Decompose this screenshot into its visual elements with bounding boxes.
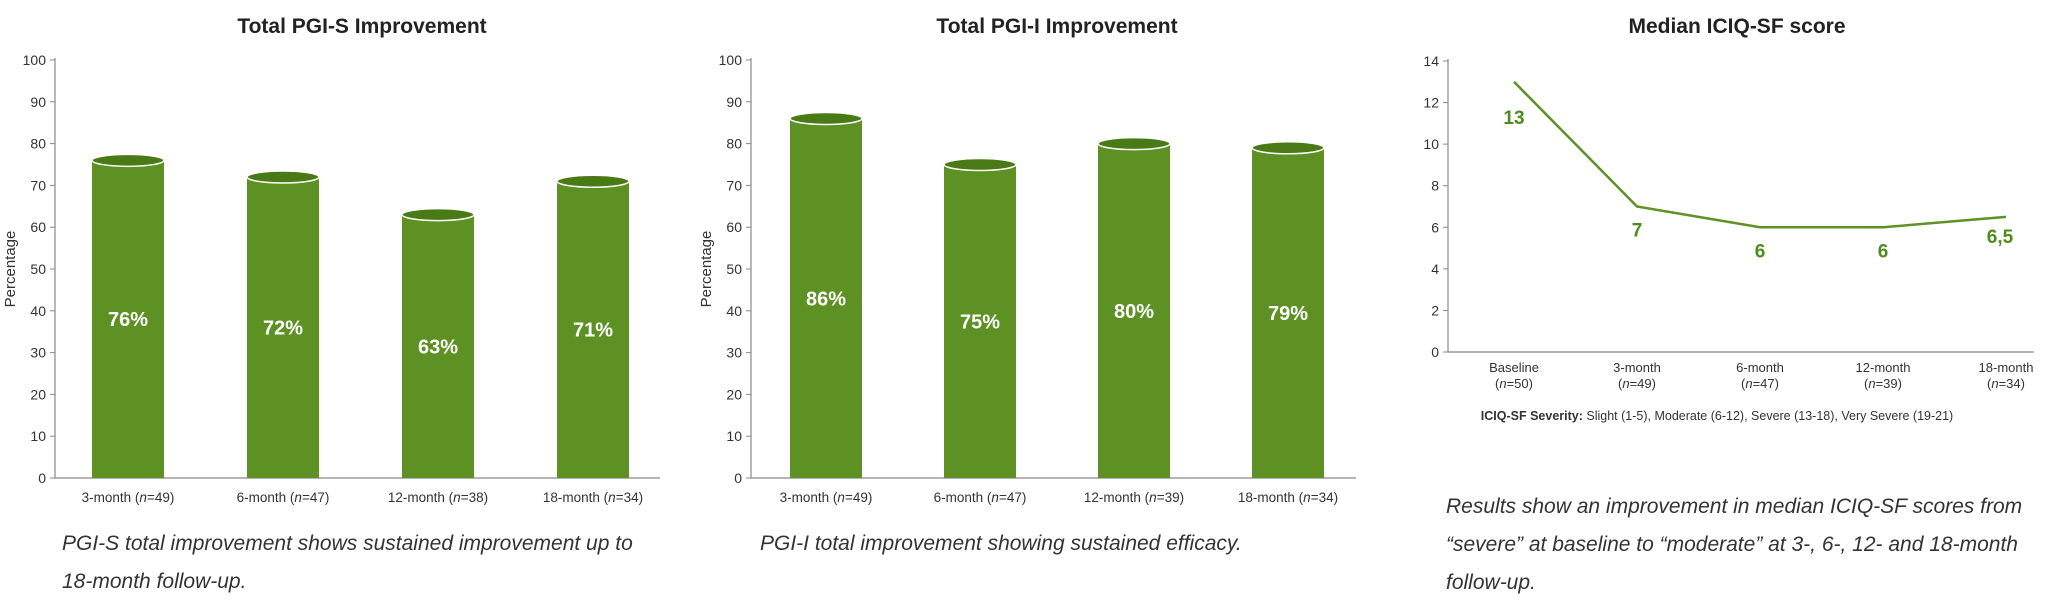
pgi-s-caption-line: 18-month follow-up. <box>62 570 247 593</box>
x-tick-label: 6-month (n=47) <box>934 490 1027 505</box>
y-tick-label: 10 <box>30 428 46 444</box>
x-tick-label: 18-month (n=34) <box>1238 490 1338 505</box>
bar-top <box>943 157 1017 172</box>
bar-top <box>1097 136 1171 151</box>
severity-legend: ICIQ-SF Severity: Slight (1-5), Moderate… <box>1481 409 1953 423</box>
y-tick-label: 2 <box>1431 302 1439 318</box>
x-tick-label: 3-month <box>1613 360 1661 375</box>
y-tick-label: 40 <box>726 303 742 319</box>
bar <box>92 160 164 478</box>
y-tick-label: 90 <box>30 94 46 110</box>
y-tick-label: 80 <box>726 136 742 152</box>
x-tick-n-label: (n=34) <box>1987 376 2025 391</box>
y-tick-label: 30 <box>726 345 742 361</box>
chart-title: Total PGI-I Improvement <box>936 15 1177 38</box>
y-tick-label: 0 <box>38 470 46 486</box>
severity-legend-text: Slight (1-5), Moderate (6-12), Severe (1… <box>1586 409 1953 423</box>
iciq-sf-caption-line: follow-up. <box>1446 571 1536 594</box>
iciq-sf-caption: Results show an improvement in median IC… <box>1446 488 2046 602</box>
y-tick-label: 70 <box>30 177 46 193</box>
chart-title: Total PGI-S Improvement <box>237 15 486 38</box>
point-value-label: 13 <box>1503 108 1524 129</box>
bar-value-label: 80% <box>1114 301 1154 323</box>
x-tick-n-label: (n=49) <box>1618 376 1656 391</box>
pgi-i-caption-line: PGI-I total improvement showing sustaine… <box>760 532 1242 555</box>
y-tick-label: 14 <box>1423 53 1439 69</box>
bar-value-label: 71% <box>573 320 613 342</box>
bar-top <box>246 170 320 184</box>
bar <box>557 181 629 478</box>
x-tick-label: 12-month (n=38) <box>388 490 488 505</box>
y-tick-label: 100 <box>719 52 743 68</box>
pgi-s-caption: PGI-S total improvement shows sustained … <box>62 525 682 601</box>
bar-top <box>401 207 475 222</box>
chart-title: Median ICIQ-SF score <box>1628 15 1845 38</box>
median-score-line <box>1513 80 2007 229</box>
y-axis-label: Percentage <box>2 231 19 308</box>
bar <box>1098 143 1170 478</box>
y-tick-label: 0 <box>734 470 742 486</box>
pgi-s-caption-line: PGI-S total improvement shows sustained … <box>62 532 633 555</box>
x-tick-n-label: (n=50) <box>1495 376 1533 391</box>
pgi-s-improvement-chart: Total PGI-S Improvement Percentage 0 10 20 30… <box>2 15 660 505</box>
y-tick-label: 20 <box>30 386 46 402</box>
y-tick-label: 50 <box>726 261 742 277</box>
point-value-label: 7 <box>1632 221 1643 242</box>
x-tick-n-label: (n=39) <box>1864 376 1902 391</box>
point-value-label: 6 <box>1878 241 1889 262</box>
bar <box>402 214 474 478</box>
point-value-label: 6,5 <box>1987 227 2014 248</box>
iciq-sf-caption-line: Results show an improvement in median IC… <box>1446 495 2023 518</box>
severity-legend-label: ICIQ-SF Severity: <box>1481 409 1587 423</box>
y-tick-label: 40 <box>30 303 46 319</box>
median-iciq-sf-chart: Median ICIQ-SF score 0 2 4 6 8 10 12 14 13 Baselin… <box>1423 15 2034 423</box>
y-tick-label: 90 <box>726 94 742 110</box>
bar-value-label: 86% <box>806 288 846 310</box>
y-tick-label: 6 <box>1431 219 1439 235</box>
x-tick-label: 3-month (n=49) <box>82 490 175 505</box>
y-tick-label: 20 <box>726 386 742 402</box>
x-tick-label: 12-month <box>1856 360 1911 375</box>
x-tick-label: 18-month <box>1979 360 2034 375</box>
y-tick-label: 30 <box>30 345 46 361</box>
bar-top <box>556 174 630 188</box>
x-tick-label: 6-month (n=47) <box>237 490 330 505</box>
bar <box>1252 147 1324 478</box>
x-tick-label: 18-month (n=34) <box>543 490 643 505</box>
y-tick-label: 4 <box>1431 261 1439 277</box>
bar-value-label: 79% <box>1268 303 1308 325</box>
x-tick-label: 6-month <box>1736 360 1784 375</box>
x-tick-label: 12-month (n=39) <box>1084 490 1184 505</box>
y-tick-label: 8 <box>1431 178 1439 194</box>
iciq-sf-caption-line: “severe” at baseline to “moderate” at 3-… <box>1446 533 2018 556</box>
y-tick-label: 0 <box>1431 344 1439 360</box>
y-tick-label: 60 <box>30 219 46 235</box>
bar-top <box>1251 141 1325 155</box>
bar-top <box>789 111 863 126</box>
pgi-i-improvement-chart: Total PGI-I Improvement Percentage 0 10 20 30… <box>698 15 1356 505</box>
bar-value-label: 76% <box>108 309 148 331</box>
y-tick-label: 12 <box>1423 95 1439 111</box>
x-tick-n-label: (n=47) <box>1741 376 1779 391</box>
bar-top <box>91 153 165 168</box>
y-axis-label: Percentage <box>698 231 715 308</box>
bar <box>247 177 319 479</box>
y-tick-label: 60 <box>726 219 742 235</box>
bar <box>790 118 862 479</box>
y-tick-label: 70 <box>726 177 742 193</box>
pgi-i-caption: PGI-I total improvement showing sustaine… <box>760 525 1380 563</box>
bar <box>944 164 1016 478</box>
y-tick-label: 10 <box>1423 136 1439 152</box>
y-tick-label: 10 <box>726 428 742 444</box>
bar-value-label: 75% <box>960 311 1000 333</box>
x-tick-label: 3-month (n=49) <box>780 490 873 505</box>
y-tick-label: 50 <box>30 261 46 277</box>
point-value-label: 6 <box>1755 241 1766 262</box>
bar-value-label: 72% <box>263 318 303 340</box>
y-tick-label: 80 <box>30 136 46 152</box>
bar-value-label: 63% <box>418 336 458 358</box>
x-tick-label: Baseline <box>1489 360 1539 375</box>
y-tick-label: 100 <box>23 52 47 68</box>
